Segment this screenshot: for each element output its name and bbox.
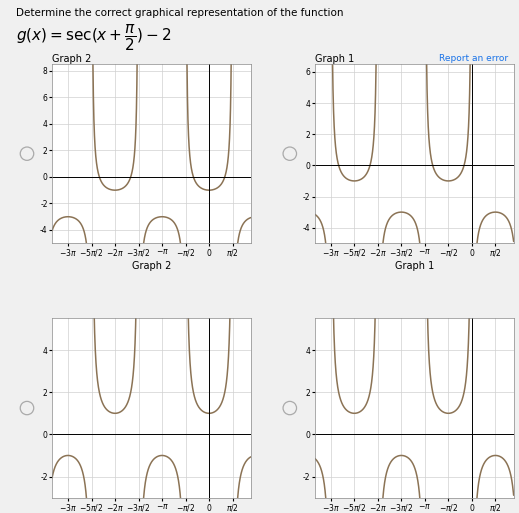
Text: Determine the correct graphical representation of the function: Determine the correct graphical represen… <box>16 8 343 17</box>
Text: Graph 1: Graph 1 <box>315 54 354 64</box>
Text: Graph 2: Graph 2 <box>52 54 91 64</box>
Text: $g(x)=\sec(x+\dfrac{\pi}{2})-2$: $g(x)=\sec(x+\dfrac{\pi}{2})-2$ <box>16 23 171 53</box>
X-axis label: Graph 1: Graph 1 <box>394 261 434 271</box>
X-axis label: Graph 2: Graph 2 <box>132 261 171 271</box>
Text: Report an error: Report an error <box>440 54 509 63</box>
